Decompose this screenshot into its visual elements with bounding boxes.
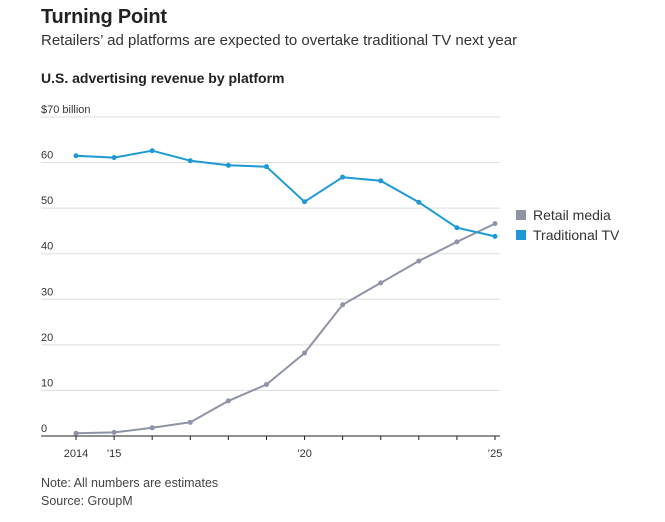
retail-media-point <box>492 221 498 227</box>
y-tick-label: 50 <box>41 195 53 207</box>
traditional-tv-point <box>73 153 79 159</box>
chart-footer: Note: All numbers are estimates Source: … <box>41 474 218 510</box>
retail-media-point <box>187 419 193 425</box>
legend: Retail media Traditional TV <box>516 207 620 243</box>
x-tick-label: ’15 <box>107 448 122 460</box>
x-tick-label: ’20 <box>297 448 312 460</box>
traditional-tv-point <box>225 162 231 168</box>
y-tick-label: 30 <box>41 286 53 298</box>
y-tick-label: 20 <box>41 332 53 344</box>
note-text: Note: All numbers are estimates <box>41 476 219 490</box>
retail-media-point <box>340 302 346 308</box>
traditional-tv-point <box>149 148 155 154</box>
y-tick-label: $70 billion <box>41 104 91 116</box>
legend-label: Retail media <box>533 207 611 223</box>
chart-title: U.S. advertising revenue by platform <box>41 70 285 86</box>
y-tick-label: 40 <box>41 241 53 253</box>
retail-media-point <box>378 280 384 286</box>
traditional-tv-point <box>416 199 422 205</box>
retail-media-point <box>454 239 460 245</box>
x-tick-label: 2014 <box>64 448 88 460</box>
traditional-tv-point <box>340 174 346 180</box>
retail-media-point <box>416 258 422 264</box>
gridlines <box>41 116 500 391</box>
headline: Turning Point <box>41 6 167 28</box>
subheadline: Retailers’ ad platforms are expected to … <box>41 32 518 49</box>
y-tick-label: 10 <box>41 377 53 389</box>
traditional-tv-line <box>75 149 496 238</box>
source-text: Source: GroupM <box>41 494 133 508</box>
y-tick-label: 60 <box>41 150 53 162</box>
retail-media-point <box>149 425 155 431</box>
retail-media-point <box>73 430 79 436</box>
traditional-tv-point <box>454 225 460 231</box>
traditional-tv-point <box>263 164 269 170</box>
x-tick-label: ’25 <box>488 448 503 460</box>
x-axis: 2014 ’15 ’20 ’25 <box>41 435 503 460</box>
traditional-tv-point <box>378 178 384 184</box>
retail-media-point <box>111 429 117 435</box>
retail-media-line <box>75 222 496 435</box>
y-tick-label: 0 <box>41 423 47 435</box>
traditional-tv-point <box>492 233 498 239</box>
traditional-tv-point <box>111 155 117 161</box>
legend-swatch <box>516 230 526 240</box>
traditional-tv-point <box>187 158 193 164</box>
y-axis-tick-labels: 0 10 20 30 40 50 60 $70 billion <box>41 104 91 435</box>
legend-label: Traditional TV <box>533 227 620 243</box>
traditional-tv-point <box>302 199 308 205</box>
legend-swatch <box>516 210 526 220</box>
line-chart: 0 10 20 30 40 50 60 $70 billion 2014 ’15 ’20 ’25 R… <box>41 104 620 460</box>
retail-media-point <box>225 398 231 404</box>
retail-media-point <box>263 382 269 388</box>
series-lines <box>73 148 498 436</box>
retail-media-point <box>302 350 308 356</box>
